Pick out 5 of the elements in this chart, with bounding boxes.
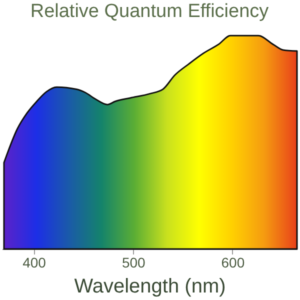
- x-tick-label: 400: [22, 254, 46, 270]
- x-axis-title: Wavelength (nm): [74, 276, 226, 298]
- x-tick-label: 600: [221, 254, 245, 270]
- chart-title: Relative Quantum Efficiency: [30, 1, 270, 22]
- x-tick-label: 500: [122, 254, 146, 270]
